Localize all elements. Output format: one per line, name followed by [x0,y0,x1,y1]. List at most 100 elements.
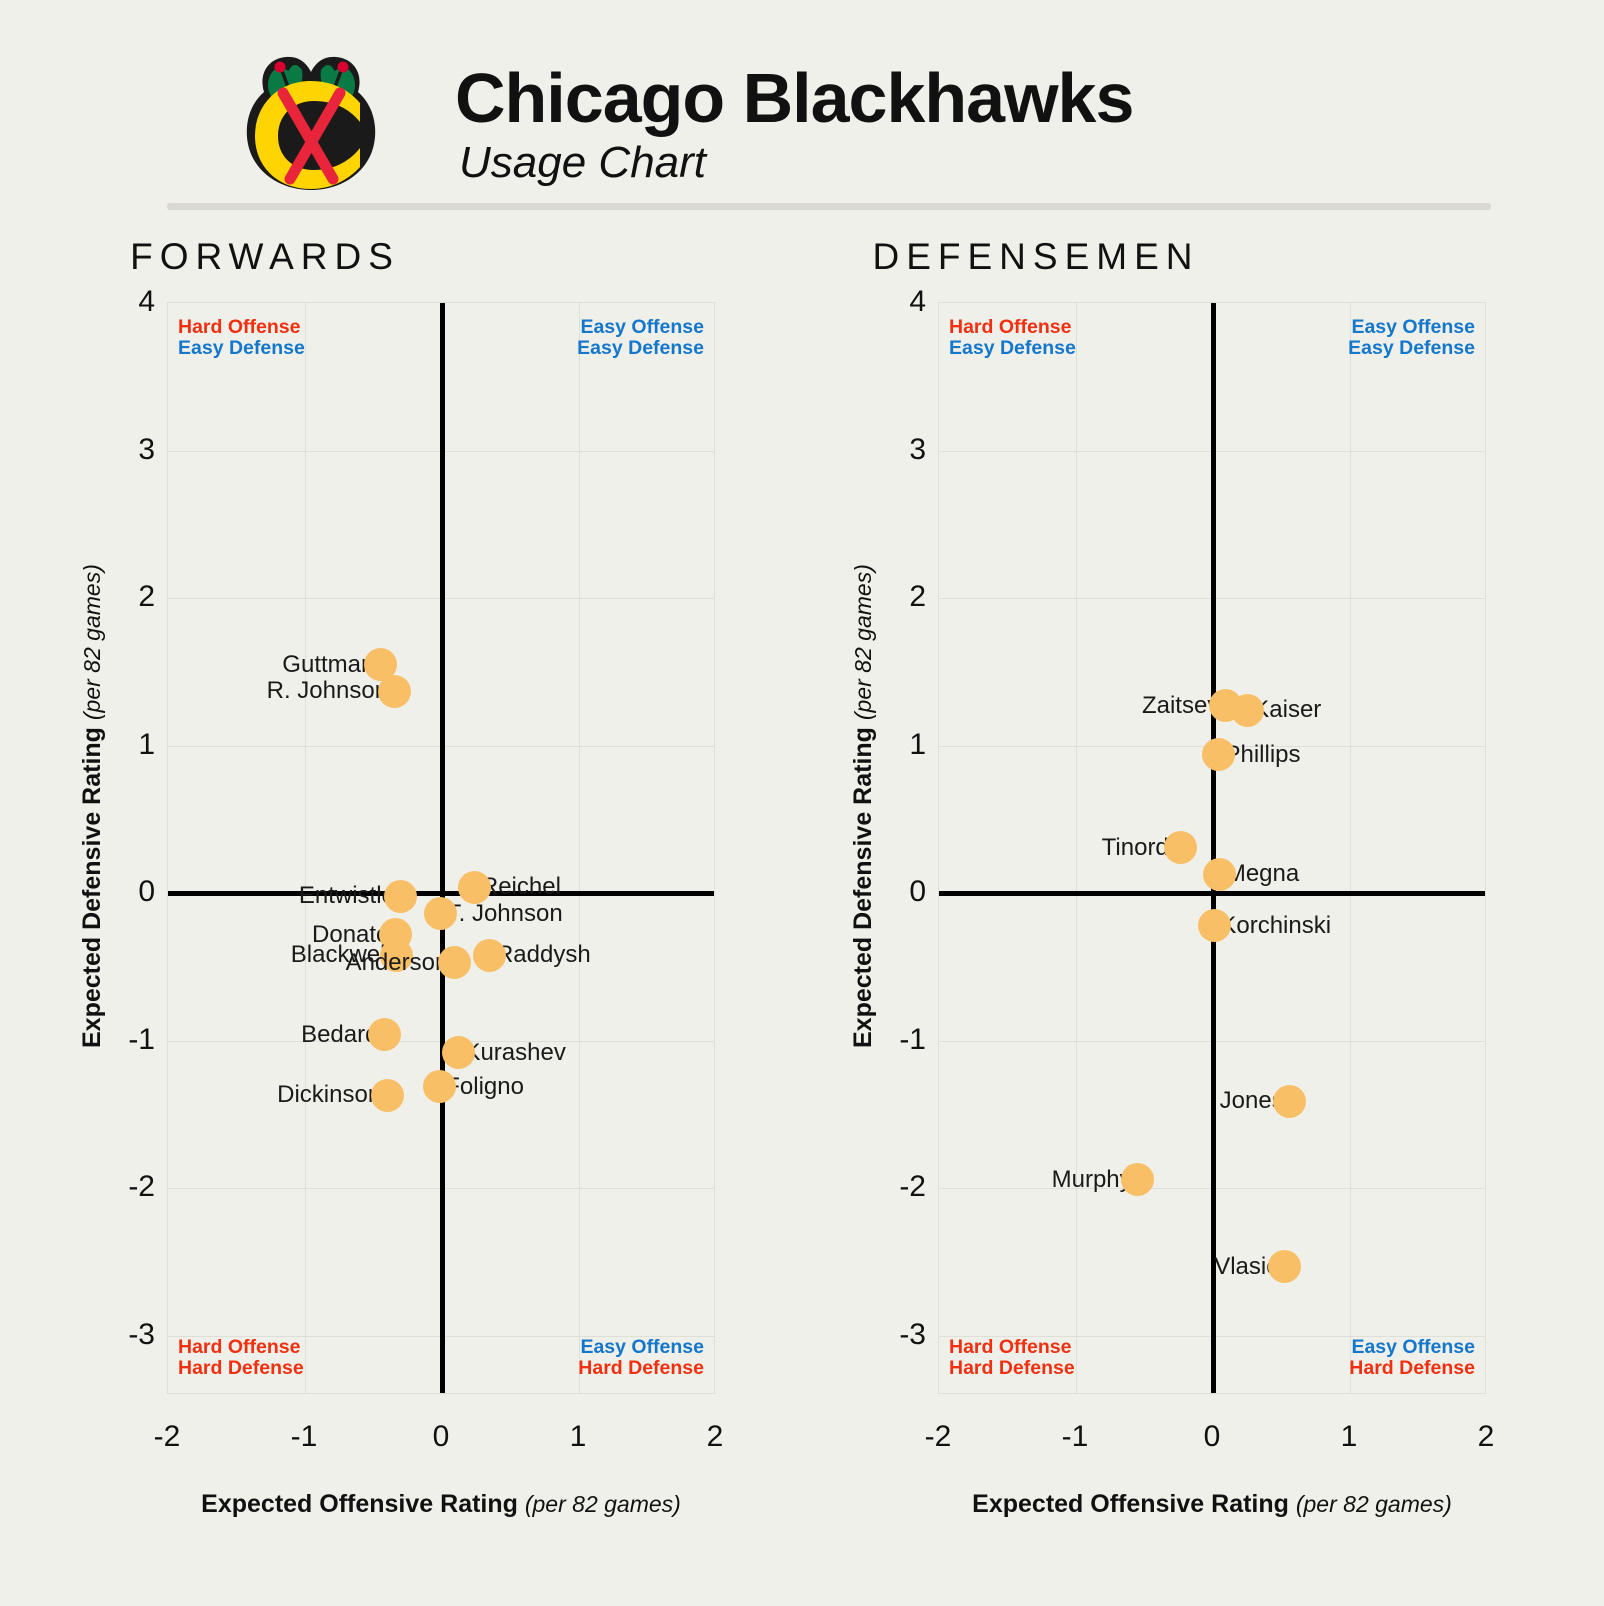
player-label: Blackwell [290,941,391,969]
player-label: Zaitsev [1141,691,1220,719]
header-divider [167,203,1491,210]
player-dot[interactable] [1197,909,1231,943]
player-label: Megna [1225,860,1300,888]
player-label: Korchinski [1220,911,1332,939]
player-label: Dickinson [277,1081,382,1109]
player-label: Reichel [480,873,561,901]
y-axis-tick-label: -3 [128,1317,155,1351]
player-label: Guttman [282,650,375,678]
page-subtitle: Usage Chart [459,138,707,187]
y-axis-tick-label: 3 [909,432,926,466]
scatter-plot-forwards: Hard Offense Easy Defense Easy Offense Easy… [167,302,715,1394]
quadrant-label-bottom-left-line1: Hard Offense [949,1336,1072,1358]
x-axis-title-main: Expected Offensive Rating [972,1490,1296,1518]
x-axis-tick-label: 2 [706,1420,724,1453]
y-axis-tick-label: 3 [138,432,155,466]
quadrant-label-bottom-left: Hard Offense Hard Defense [949,1337,1075,1379]
player-dot[interactable] [422,1070,456,1104]
page-header: Chicago Blackhawks Usage Chart [0,0,1604,215]
quadrant-label-top-left-line1: Hard Offense [178,316,301,338]
player-label: Phillips [1224,740,1301,768]
player-dot[interactable] [1201,738,1235,772]
quadrant-label-bottom-left-line1: Hard Offense [178,1336,301,1358]
y-axis-tick-label: 0 [909,875,926,909]
y-axis-tick-label: 1 [138,727,155,761]
player-label: Anderson [345,948,449,976]
player-label: Murphy [1051,1165,1132,1193]
y-axis-tick-label: -2 [899,1170,926,1204]
x-axis-tick-label: -2 [924,1420,952,1453]
quadrant-label-bottom-right-line2: Hard Defense [578,1357,704,1379]
panel-title-forwards: FORWARDS [130,236,400,277]
player-dot[interactable] [441,1036,475,1070]
title-block: Chicago Blackhawks Usage Chart [455,59,1134,188]
quadrant-label-top-left: Hard Offense Easy Defense [178,317,305,359]
player-dot[interactable] [367,1018,401,1052]
y-axis-tick-label: -2 [128,1170,155,1204]
x-axis-title-unit: (per 82 games) [1295,1491,1452,1517]
y-axis-title: Expected Defensive Rating (per 82 games) [849,564,878,1048]
gridline-vertical [305,303,306,1393]
quadrant-label-top-left-line2: Easy Defense [949,337,1076,359]
y-axis-title-unit: (per 82 games) [850,564,876,721]
axis-zero-vertical [1210,303,1216,1393]
player-label: Kurashev [464,1038,566,1066]
axis-zero-vertical [439,303,445,1393]
player-label: Entwistle [298,882,395,910]
player-dot[interactable] [1163,831,1197,865]
quadrant-label-top-right: Easy Offense Easy Defense [577,317,704,359]
quadrant-label-bottom-right: Easy Offense Hard Defense [1349,1337,1475,1379]
x-axis-tick-label: 0 [432,1420,450,1453]
quadrant-label-bottom-left: Hard Offense Hard Defense [178,1337,304,1379]
y-axis-title: Expected Defensive Rating (per 82 games) [78,564,107,1048]
x-axis-title-unit: (per 82 games) [524,1491,681,1517]
y-axis-tick-label: 2 [138,580,155,614]
y-axis-tick-label: -3 [899,1317,926,1351]
player-dot[interactable] [1230,693,1264,727]
page-title: Chicago Blackhawks [455,59,1134,137]
y-axis-tick-label: 0 [138,875,155,909]
player-dot[interactable] [377,674,411,708]
player-dot[interactable] [1203,857,1237,891]
player-dot[interactable] [370,1078,404,1112]
player-label: T. Johnson [446,899,563,927]
y-axis-tick-label: -1 [899,1022,926,1056]
player-dot[interactable] [1267,1250,1301,1284]
x-axis-title: Expected Offensive Rating (per 82 games) [167,1490,715,1519]
player-dot[interactable] [1273,1084,1307,1118]
player-dot[interactable] [424,897,458,931]
player-label: Tinordi [1101,833,1175,861]
player-dot[interactable] [437,946,471,980]
quadrant-label-top-right-line1: Easy Offense [1351,316,1475,338]
player-dot[interactable] [458,870,492,904]
player-label: Bedard [301,1020,379,1048]
player-label: Raddysh [495,941,591,969]
player-label: Vlasic [1214,1252,1279,1280]
quadrant-label-bottom-right-line1: Easy Offense [580,1336,704,1358]
x-axis-title: Expected Offensive Rating (per 82 games) [938,1490,1486,1519]
player-label: Donato [312,920,390,948]
gridline-vertical [579,303,580,1393]
player-label: Kaiser [1253,696,1322,724]
quadrant-label-top-right-line1: Easy Offense [580,316,704,338]
x-axis-tick-label: -1 [1061,1420,1089,1453]
y-axis-tick-label: 1 [909,727,926,761]
chicago-blackhawks-logo-icon [234,48,389,198]
y-axis-title-unit: (per 82 games) [79,564,105,721]
y-axis-title-main: Expected Defensive Rating [78,720,106,1048]
quadrant-label-top-left-line1: Hard Offense [949,316,1072,338]
quadrant-label-bottom-right: Easy Offense Hard Defense [578,1337,704,1379]
y-axis-tick-label: 2 [909,580,926,614]
quadrant-label-top-right-line2: Easy Defense [1348,337,1475,359]
player-dot[interactable] [380,938,414,972]
y-axis-tick-label: 4 [138,285,155,318]
quadrant-label-top-right: Easy Offense Easy Defense [1348,317,1475,359]
scatter-plot-defensemen: Hard Offense Easy Defense Easy Offense Easy… [938,302,1486,1394]
x-axis-tick-label: 1 [1340,1420,1358,1453]
player-dot[interactable] [384,879,418,913]
player-label: R. Johnson [266,677,389,705]
x-axis-tick-label: -1 [290,1420,318,1453]
player-dot[interactable] [473,938,507,972]
player-label: Foligno [445,1072,524,1100]
player-dot[interactable] [1121,1163,1155,1197]
